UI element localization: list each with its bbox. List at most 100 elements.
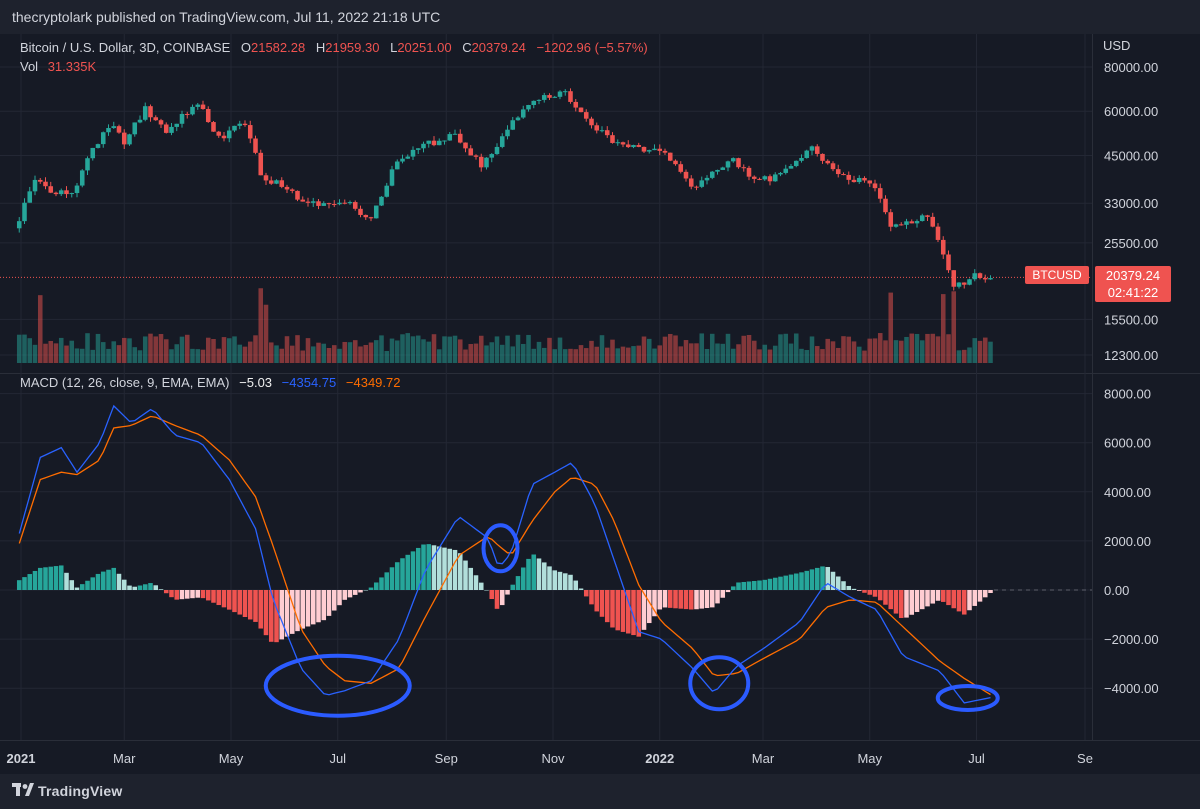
candle-body bbox=[778, 172, 783, 175]
volume-bar bbox=[935, 336, 941, 363]
macd-histogram-bar bbox=[904, 590, 909, 618]
footer: TradingView bbox=[0, 774, 1200, 809]
candle-body bbox=[148, 106, 153, 118]
macd-histogram-bar bbox=[211, 590, 216, 603]
volume-bar bbox=[762, 344, 768, 363]
macd-histogram-bar bbox=[646, 590, 652, 624]
macd-histogram-bar bbox=[468, 567, 474, 590]
volume-bar bbox=[468, 344, 474, 363]
time-tick-label: 2022 bbox=[645, 751, 674, 766]
candle-body bbox=[935, 226, 941, 240]
annotation-circle bbox=[481, 523, 520, 574]
macd-histogram-bar bbox=[22, 577, 27, 590]
candle-body bbox=[646, 150, 652, 152]
volume-bar bbox=[85, 333, 90, 363]
candle-body bbox=[830, 163, 836, 170]
candle-body bbox=[783, 168, 789, 173]
candle-body bbox=[447, 134, 453, 141]
open-label: O bbox=[241, 40, 251, 55]
macd-histogram-bar bbox=[331, 590, 337, 611]
candle-body bbox=[967, 279, 972, 285]
candle-body bbox=[137, 119, 143, 123]
volume-bar bbox=[641, 336, 647, 363]
volume-bar bbox=[158, 334, 164, 363]
macd-histogram-bar bbox=[898, 590, 904, 618]
macd-histogram-bar bbox=[226, 590, 232, 610]
volume-bar bbox=[657, 345, 663, 363]
chart-area[interactable]: 2021 Mar May Jul Sep Nov 2022 Mar May Jul Se 80000.… bbox=[0, 34, 1200, 774]
macd-histogram-bar bbox=[342, 590, 348, 600]
volume-bar bbox=[741, 335, 747, 363]
volume-bar bbox=[667, 333, 673, 363]
candlestick-chart[interactable]: 2021 Mar May Jul Sep Nov 2022 Mar May Jul Se 80000.… bbox=[0, 34, 1200, 774]
macd-histogram-bar bbox=[946, 590, 951, 606]
volume-bar bbox=[258, 288, 264, 363]
macd-histogram-bar bbox=[940, 590, 946, 602]
macd-histogram-bar bbox=[310, 590, 316, 625]
symbol-tag-label: BTCUSD bbox=[1032, 268, 1082, 282]
close-label: C bbox=[462, 40, 471, 55]
candle-body bbox=[494, 146, 500, 155]
macd-histogram-bar bbox=[195, 590, 201, 598]
candle-body bbox=[242, 123, 248, 126]
macd-histogram-bar bbox=[100, 571, 106, 590]
volume-bar bbox=[116, 345, 122, 363]
macd-histogram bbox=[16, 544, 993, 643]
volume-bar bbox=[106, 348, 111, 363]
volume-bar bbox=[400, 334, 405, 363]
macd-histogram-bar bbox=[982, 590, 988, 598]
price-tick-label: 25500.00 bbox=[1104, 236, 1158, 251]
macd-histogram-bar bbox=[536, 558, 542, 590]
candle-body bbox=[258, 152, 264, 176]
candle-body bbox=[363, 214, 369, 218]
macd-histogram-bar bbox=[531, 554, 537, 590]
annotation-circle bbox=[263, 653, 412, 718]
time-tick-label: Mar bbox=[752, 751, 775, 766]
volume-bar bbox=[263, 304, 269, 363]
macd-histogram-bar bbox=[373, 582, 379, 590]
candle-body bbox=[820, 153, 825, 161]
macd-histogram-bar bbox=[662, 590, 668, 608]
macd-histogram-bar bbox=[237, 590, 243, 615]
candle-body bbox=[631, 145, 636, 148]
candle-body bbox=[279, 180, 285, 187]
macd-line bbox=[18, 404, 991, 704]
macd-histogram-bar bbox=[757, 580, 762, 590]
macd-histogram-bar bbox=[541, 562, 547, 590]
volume-bar bbox=[604, 347, 610, 363]
macd-histogram-bar bbox=[988, 590, 993, 593]
volume-bar bbox=[694, 343, 699, 363]
volume-bar bbox=[809, 336, 815, 363]
macd-histogram-bar bbox=[841, 581, 846, 590]
macd-histogram-bar bbox=[116, 573, 122, 590]
macd-histogram-bar bbox=[463, 560, 468, 590]
candle-body bbox=[489, 154, 495, 158]
candle-body bbox=[589, 118, 594, 126]
candle-body bbox=[142, 106, 148, 120]
macd-histogram-bar bbox=[956, 590, 962, 612]
macd-histogram-bar bbox=[106, 569, 111, 590]
macd-histogram-bar bbox=[751, 580, 757, 590]
macd-histogram-bar bbox=[174, 590, 180, 600]
macd-histogram-bar bbox=[169, 590, 174, 598]
macd-histogram-bar bbox=[316, 590, 321, 623]
macd-histogram-bar bbox=[79, 584, 85, 590]
volume-bar bbox=[594, 346, 600, 363]
chart-legend: Bitcoin / U.S. Dollar, 3D, COINBASE O215… bbox=[20, 38, 1130, 390]
macd-histogram-bar bbox=[137, 585, 143, 590]
volume-bar bbox=[977, 340, 983, 363]
volume-bar bbox=[573, 349, 579, 363]
candle-body bbox=[625, 144, 631, 148]
volume-bar bbox=[295, 335, 300, 363]
volume-bar bbox=[347, 342, 353, 363]
volume-bar bbox=[200, 349, 206, 363]
volume-bar bbox=[321, 343, 327, 363]
macd-histogram-bar bbox=[410, 551, 416, 590]
macd-histogram-bar bbox=[930, 590, 936, 604]
macd-histogram-bar bbox=[683, 590, 689, 610]
macd-histogram-bar bbox=[447, 548, 453, 590]
volume-bar bbox=[373, 340, 379, 363]
macd-histogram-bar bbox=[379, 577, 384, 590]
candle-body bbox=[673, 160, 678, 165]
volume-bar bbox=[631, 346, 636, 363]
